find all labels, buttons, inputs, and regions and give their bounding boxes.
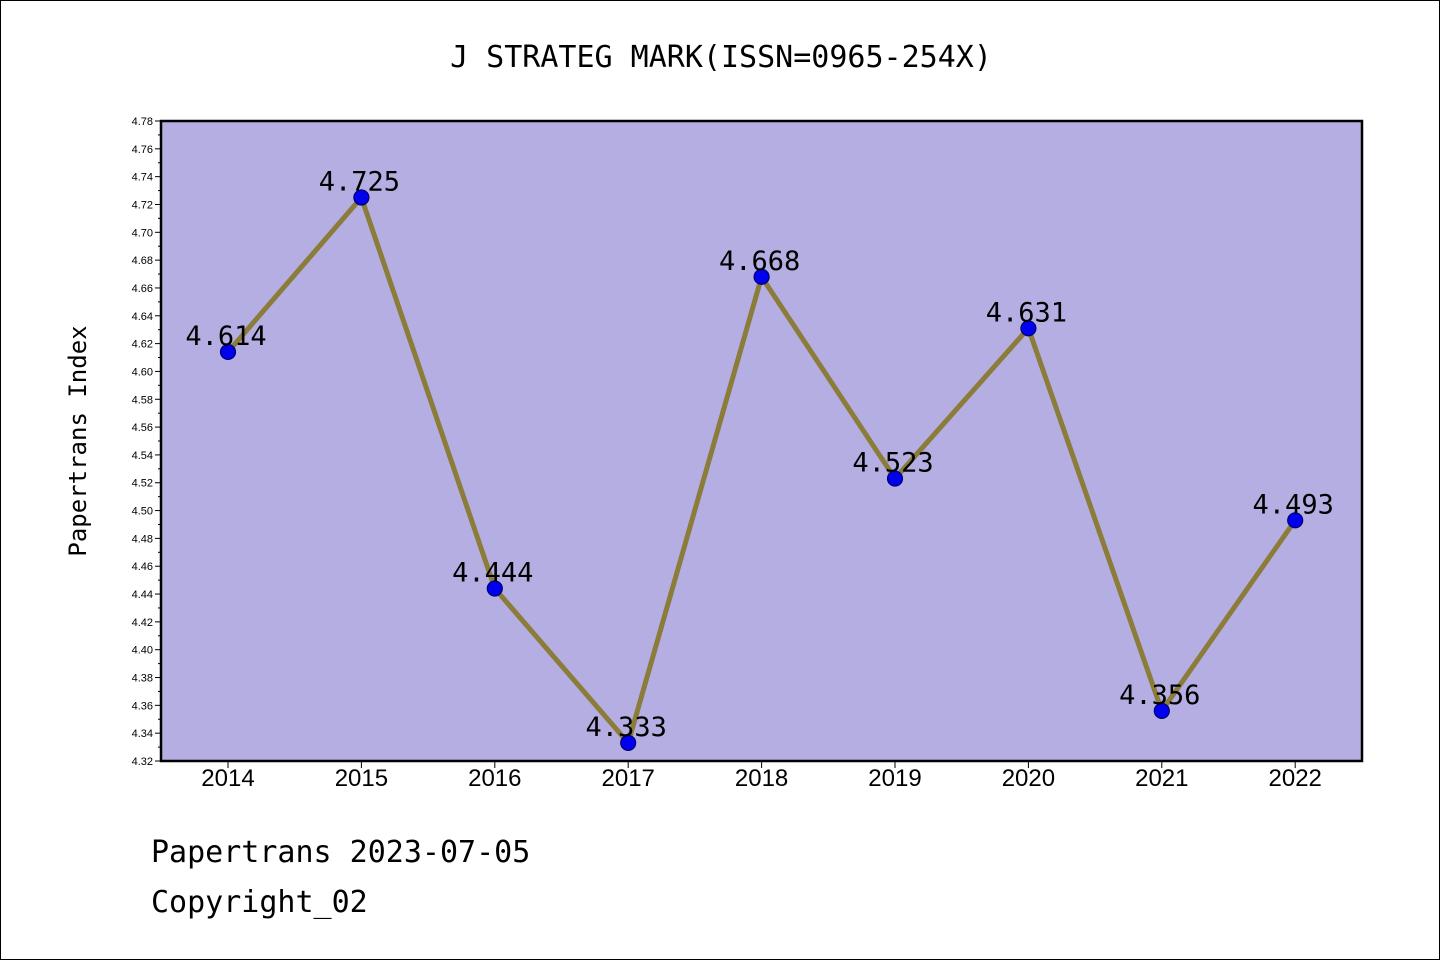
y-tick-label: 4.50 [132,506,153,518]
x-tick-label: 2015 [335,765,388,792]
y-tick-label: 4.42 [132,617,153,629]
plot-border [159,119,1364,763]
y-tick-label: 4.46 [132,561,153,573]
y-tick-label: 4.52 [132,478,153,490]
y-tick-label: 4.74 [132,172,153,184]
chart-title: J STRATEG MARK(ISSN=0965-254X) [450,40,992,75]
y-tick-label: 4.62 [132,339,153,351]
footer-date: Papertrans 2023-07-05 [151,835,531,870]
x-tick-label: 2018 [735,765,788,792]
data-point [620,734,637,752]
y-tick-label: 4.66 [132,283,153,295]
data-label: 4.493 [1253,489,1334,520]
data-point [1287,512,1304,529]
data-label: 4.614 [185,321,266,352]
y-tick-label: 4.44 [132,589,153,601]
footer-copyright: Copyright_02 [151,885,368,920]
data-label: 4.668 [719,246,800,277]
y-tick-label: 4.72 [132,199,153,211]
y-tick-label: 4.68 [132,255,153,267]
data-labels: 4.614 4.725 4.444 4.333 4.668 4.523 4.631 4.356… [185,167,1333,743]
y-tick-label: 4.34 [132,728,153,740]
y-tick-label: 4.56 [132,422,153,434]
y-tick-label: 4.58 [132,394,153,406]
data-point [1153,702,1170,720]
data-label: 4.631 [986,297,1067,328]
data-label: 4.523 [852,448,933,479]
y-tick-label: 4.64 [132,311,153,323]
y-tick-label: 4.70 [132,227,153,239]
data-label: 4.356 [1119,680,1200,711]
data-point [753,268,770,285]
x-tick-label: 2014 [201,765,254,792]
x-tick-label: 2019 [868,765,921,792]
data-label: 4.333 [586,712,667,743]
x-tick-label: 2022 [1269,765,1322,792]
y-axis-label: Papertrans Index [64,325,92,556]
y-tick-label: 4.78 [132,116,153,128]
y-tick-label: 4.32 [132,756,153,768]
x-axis-ticks: 2014 2015 2016 2017 2018 2019 2020 2021 2022 [201,761,1322,792]
data-point [219,343,237,361]
data-point [1020,320,1037,337]
y-tick-label: 4.48 [132,533,153,545]
y-tick-label: 4.60 [132,366,153,378]
y-tick-label: 4.38 [132,673,153,685]
data-points [219,189,1304,752]
data-label: 4.444 [452,557,533,588]
y-tick-label: 4.54 [132,450,153,462]
y-axis-ticks: 4.32 4.34 4.36 4.38 4.40 4.42 4.44 4.46 4.48 4.50… [132,116,161,768]
y-tick-label: 4.36 [132,700,153,712]
y-tick-label: 4.40 [132,645,153,657]
x-tick-label: 2020 [1002,765,1055,792]
data-label: 4.725 [319,167,400,198]
plot-area [161,121,1362,761]
x-tick-label: 2017 [602,765,655,792]
data-point [353,189,370,206]
x-tick-label: 2016 [468,765,521,792]
data-point [486,580,503,597]
y-tick-label: 4.76 [132,144,153,156]
x-tick-label: 2021 [1135,765,1188,792]
data-point [886,470,904,487]
